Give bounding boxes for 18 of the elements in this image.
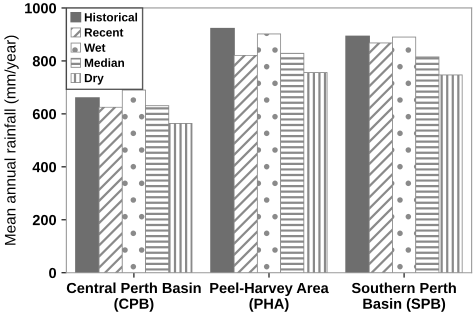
bar	[75, 97, 100, 273]
legend-label: Historical	[84, 12, 138, 22]
bar	[210, 28, 235, 273]
x-tick-label: Peel-Harvey Area (PHA)	[210, 282, 329, 312]
x-tick-label: Southern Perth Basin (SPB)	[352, 282, 456, 312]
y-tick-label: 200	[32, 214, 56, 226]
y-tick-label: 400	[32, 162, 56, 172]
y-tick-label: 600	[32, 108, 56, 120]
y-axis-title: Mean annual rainfall (mm/year)	[4, 36, 19, 245]
y-tick-label: 0	[49, 268, 56, 278]
y-tick-label: 1000	[25, 3, 56, 14]
x-tick-label: Central Perth Basin (CPB)	[66, 282, 201, 312]
bar	[345, 36, 370, 273]
legend-label: Median	[84, 58, 124, 68]
legend-label: Dry	[84, 74, 104, 85]
legend-label: Wet	[84, 44, 106, 52]
legend-label: Recent	[84, 28, 124, 37]
y-tick-label: 800	[32, 56, 56, 66]
